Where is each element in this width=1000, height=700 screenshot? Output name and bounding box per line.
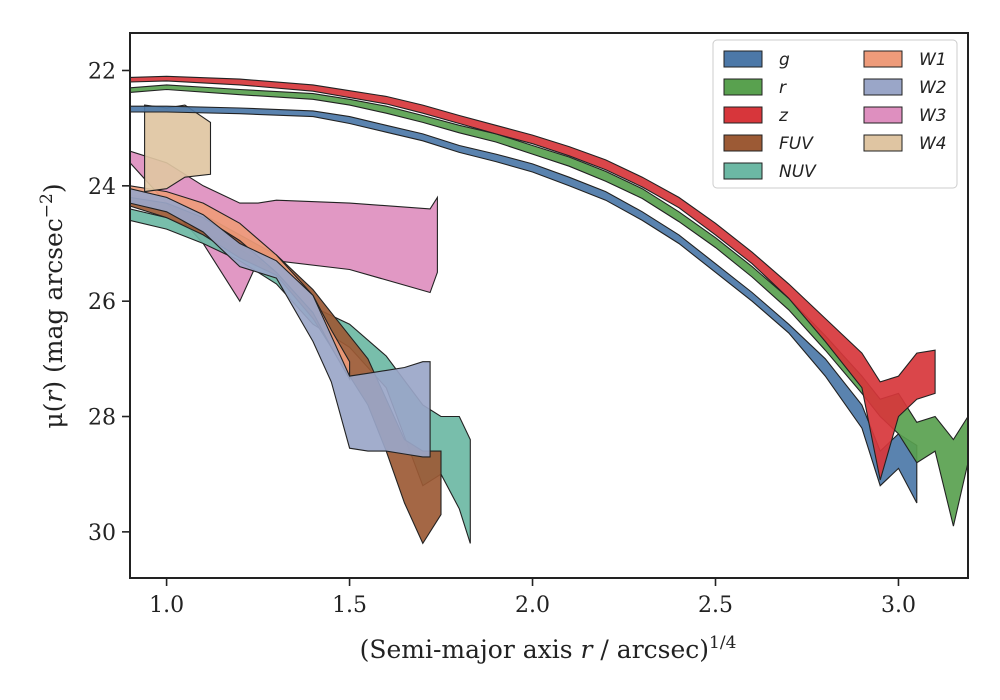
legend-label-w4: W4 bbox=[919, 134, 947, 154]
legend-swatch-fuv bbox=[723, 134, 763, 152]
profile-bands bbox=[130, 75, 968, 545]
legend-label-w1: W1 bbox=[919, 50, 947, 70]
x-tick-label: 1.0 bbox=[149, 593, 184, 618]
band-g bbox=[130, 105, 918, 504]
legend-label-g: g bbox=[779, 50, 790, 70]
x-tick-label: 2.0 bbox=[515, 593, 550, 618]
plot-frame bbox=[129, 32, 969, 579]
x-axis-title: (Semi-major axis r / arcsec)1/4 bbox=[360, 633, 737, 664]
legend-label-w2: W2 bbox=[919, 78, 947, 98]
y-tick-label: 22 bbox=[88, 59, 116, 84]
y-tick-label: 26 bbox=[88, 290, 116, 315]
x-axis-ticks: 1.0 1.5 2.0 2.5 3.0 bbox=[149, 578, 916, 618]
legend-swatch-z bbox=[723, 106, 763, 124]
legend-swatch-g bbox=[723, 50, 763, 68]
legend-label-w3: W3 bbox=[919, 106, 947, 126]
legend-label-r: r bbox=[779, 78, 787, 98]
band-w2 bbox=[130, 188, 431, 458]
y-tick-label: 24 bbox=[88, 175, 116, 200]
legend-entries: grz FUV NUV W1 W2 W3 W4 bbox=[723, 50, 947, 182]
legend-swatch-r bbox=[723, 78, 763, 96]
legend-label-nuv: NUV bbox=[779, 162, 817, 182]
band-z bbox=[130, 75, 936, 481]
legend: grz FUV NUV W1 W2 W3 W4 bbox=[712, 39, 958, 189]
x-tick-label: 3.0 bbox=[881, 593, 916, 618]
band-w4 bbox=[144, 104, 212, 193]
y-tick-label: 30 bbox=[88, 521, 116, 546]
legend-swatch-w3 bbox=[863, 106, 903, 124]
y-tick-label: 28 bbox=[88, 406, 116, 431]
x-tick-label: 1.5 bbox=[332, 593, 367, 618]
legend-label-z: z bbox=[778, 106, 789, 126]
legend-swatch-w1 bbox=[863, 50, 903, 68]
legend-swatch-w4 bbox=[863, 134, 903, 152]
y-axis-ticks: 22 24 26 28 30 bbox=[88, 59, 130, 546]
legend-swatch-w2 bbox=[863, 78, 903, 96]
legend-swatch-nuv bbox=[723, 162, 763, 180]
x-tick-label: 2.5 bbox=[698, 593, 733, 618]
legend-label-fuv: FUV bbox=[779, 134, 814, 154]
y-axis-title: μ(r) (mag arcsec−2) bbox=[37, 183, 68, 428]
band-r bbox=[130, 84, 968, 527]
